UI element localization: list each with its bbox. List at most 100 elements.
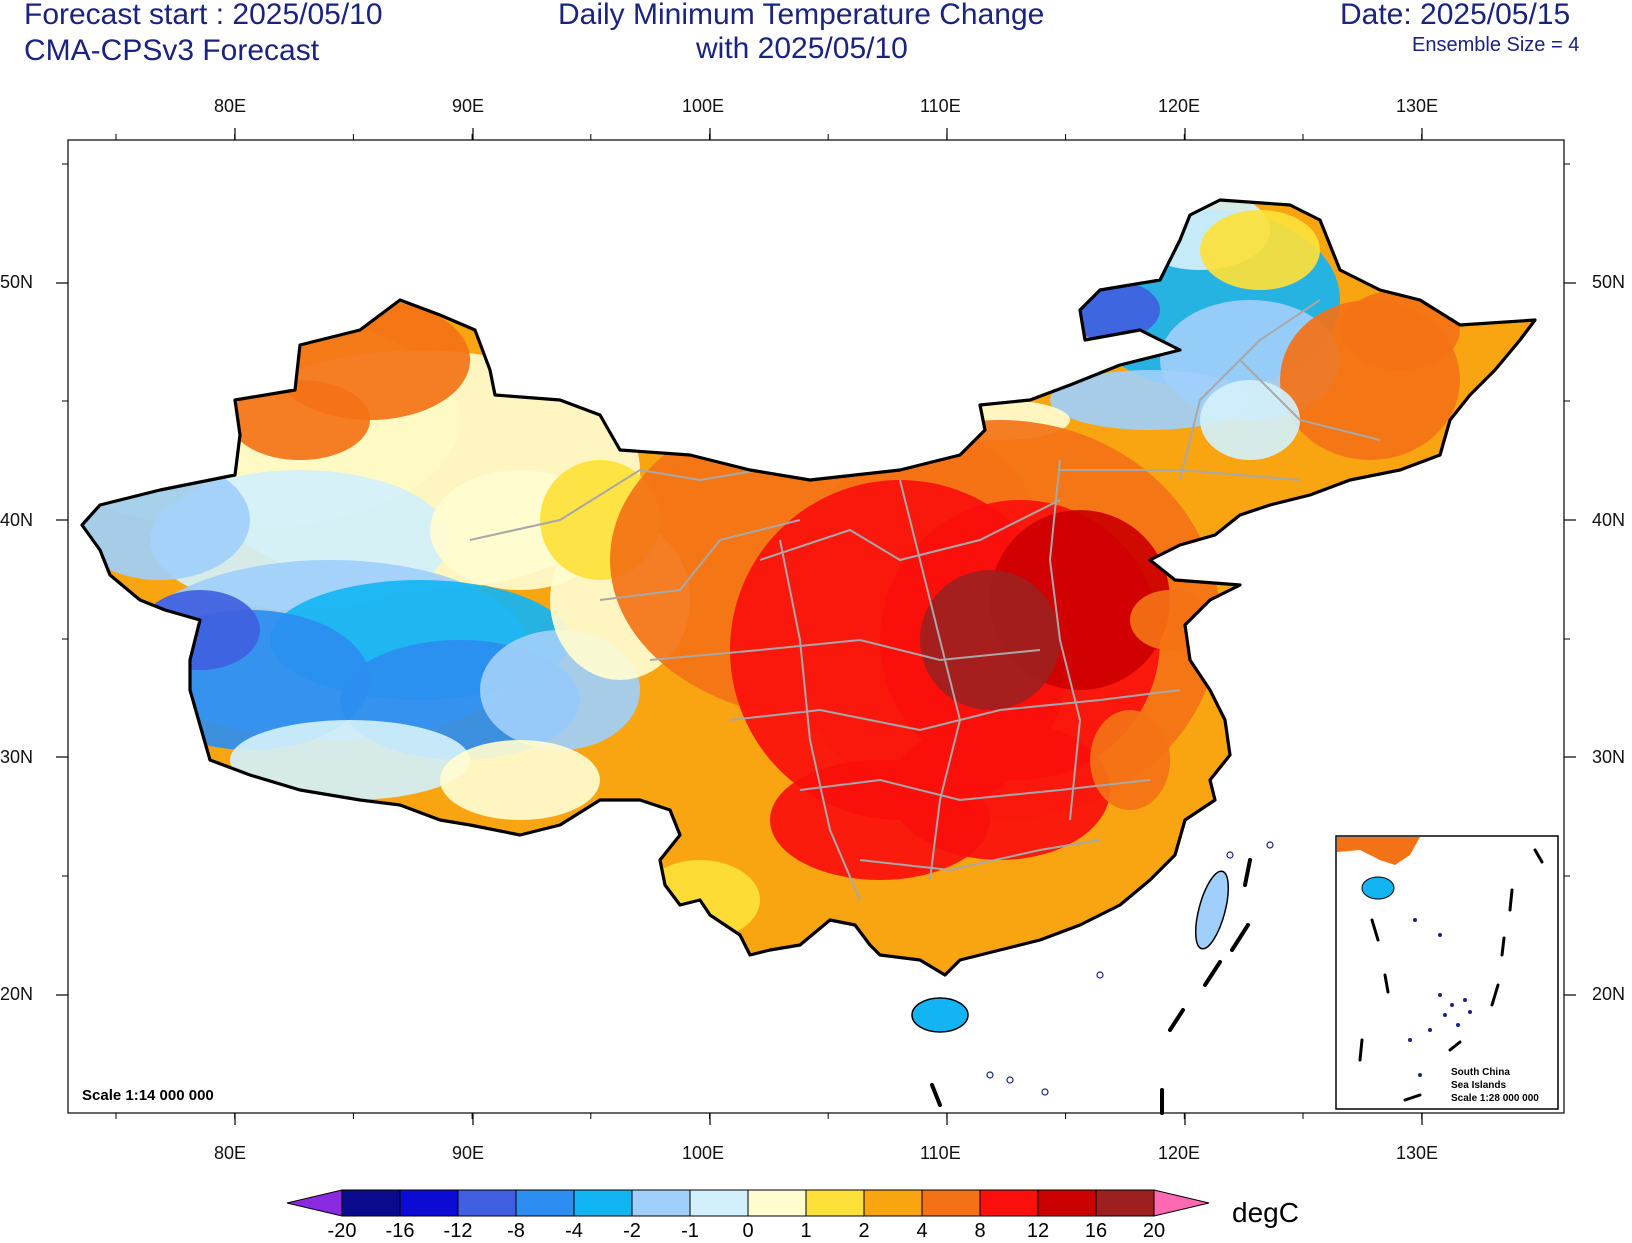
- inset-dash: [1533, 848, 1544, 864]
- colorbar-swatch: [573, 1189, 633, 1217]
- colorbar-tick-label: -20: [327, 1220, 357, 1242]
- lon-label-bottom-110e: 110E: [920, 1143, 961, 1163]
- shade-region: [1340, 290, 1460, 370]
- small-island: [1006, 1076, 1014, 1084]
- inset-island-dot: [1413, 918, 1417, 922]
- colorbar-swatch: [747, 1189, 807, 1217]
- province-boundaries: [469, 299, 1381, 901]
- axis-ticks: [56, 128, 1576, 1125]
- inset-dash: [1500, 936, 1506, 957]
- colorbar-swatch: [515, 1189, 575, 1217]
- map-title: Daily Minimum Temperature Change: [558, 0, 1045, 31]
- colorbar-tick-label: -1: [681, 1220, 699, 1242]
- colorbar-swatch: [921, 1189, 981, 1217]
- inset-island-dot: [1418, 1073, 1422, 1077]
- shade-region: [230, 720, 470, 800]
- colorbar-low-arrow: [286, 1189, 343, 1217]
- province-line: [1179, 299, 1321, 481]
- lon-label-top-80e: 80E: [214, 96, 247, 116]
- shade-region: [1090, 710, 1170, 810]
- lon-label-bottom-130e: 130E: [1396, 1143, 1439, 1163]
- map-subtitle: with 2025/05/10: [696, 32, 908, 65]
- province-line: [649, 638, 1041, 662]
- small-island: [1226, 851, 1234, 859]
- province-line: [779, 539, 861, 901]
- colorbar-swatch: [457, 1189, 517, 1217]
- province-line: [599, 519, 801, 601]
- inset-dash: [1490, 983, 1500, 1007]
- lat-label-right-30n: 30N: [1592, 747, 1626, 767]
- inset-island-dot: [1463, 998, 1467, 1002]
- model-label: CMA-CPSv3 Forecast: [24, 34, 320, 67]
- colorbar-swatch: [1037, 1189, 1097, 1217]
- province-line: [899, 479, 962, 881]
- colorbar-swatch: [631, 1189, 691, 1217]
- small-island: [1096, 971, 1104, 979]
- shade-region: [1200, 380, 1300, 460]
- ensemble-size-label: Ensemble Size = 4: [1412, 34, 1580, 56]
- lon-label-bottom-90e: 90E: [452, 1143, 485, 1163]
- dash-segment: [1203, 960, 1222, 987]
- colorbar-swatch: [689, 1189, 749, 1217]
- province-line: [1060, 469, 1301, 481]
- shade-region: [890, 720, 1110, 860]
- south-china-sea-inset: [1335, 835, 1559, 1110]
- colorbar-tick-label: 12: [1026, 1220, 1050, 1242]
- lat-label-left-40n: 40N: [0, 510, 34, 530]
- inset-island-dot: [1408, 1038, 1412, 1042]
- shade-region: [1200, 210, 1320, 290]
- lon-label-bottom-80e: 80E: [214, 1143, 247, 1163]
- colorbar-tick-label: -12: [443, 1220, 473, 1242]
- colorbar-high-arrow: [1153, 1189, 1210, 1217]
- colorbar-tick-label: -4: [565, 1220, 583, 1242]
- lon-label-top-120e: 120E: [1158, 96, 1201, 116]
- lon-label-bottom-100e: 100E: [682, 1143, 725, 1163]
- inset-island-dot: [1468, 1010, 1472, 1014]
- province-line: [859, 839, 1101, 872]
- colorbar-tick-label: -8: [507, 1220, 525, 1242]
- colorbar-swatch: [399, 1189, 459, 1217]
- shade-region: [440, 740, 600, 820]
- colorbar-tick-label: 20: [1142, 1220, 1166, 1242]
- inset-frame: [1335, 835, 1559, 1110]
- inset-dash: [1383, 973, 1390, 994]
- province-line: [469, 468, 761, 541]
- province-line: [1048, 459, 1082, 821]
- dash-segment: [930, 1083, 942, 1107]
- colorbar-swatch: [1095, 1189, 1155, 1217]
- hainan-island: [911, 997, 969, 1033]
- inset-island-dot: [1456, 1023, 1460, 1027]
- dash-segment: [1230, 923, 1250, 952]
- lat-label-left-30n: 30N: [0, 747, 34, 767]
- map-scale-label: Scale 1:14 000 000: [82, 1087, 214, 1104]
- colorbar-tick-label: -2: [623, 1220, 641, 1242]
- lon-label-top-130e: 130E: [1396, 96, 1439, 116]
- inset-dash: [1403, 1093, 1422, 1102]
- colorbar-tick-label: 0: [742, 1220, 754, 1242]
- colorbar-tick-label: 1: [800, 1220, 812, 1242]
- colorbar: [286, 1189, 1210, 1217]
- taiwan-island: [1194, 870, 1230, 950]
- china-border: [80, 198, 1537, 977]
- inset-island-dot: [1428, 1028, 1432, 1032]
- colorbar-tick-label: -16: [385, 1220, 415, 1242]
- shade-region: [1050, 370, 1250, 430]
- dash-segment: [1168, 1008, 1185, 1032]
- valid-date-label: Date: 2025/05/15: [1340, 0, 1571, 31]
- colorbar-swatch: [341, 1189, 401, 1217]
- colorbar-tick-label: 8: [974, 1220, 986, 1242]
- inset-dash: [1358, 1038, 1364, 1062]
- colorbar-tick-label: 4: [916, 1220, 928, 1242]
- lat-label-right-40n: 40N: [1592, 510, 1626, 530]
- colorbar-tick-label: 16: [1084, 1220, 1108, 1242]
- lon-label-bottom-120e: 120E: [1158, 1143, 1201, 1163]
- inset-island-dot: [1438, 993, 1442, 997]
- small-island: [1041, 1088, 1049, 1096]
- inset-island-dot: [1438, 933, 1442, 937]
- colorbar-unit: degC: [1232, 1197, 1299, 1228]
- china-outline: [80, 198, 1537, 977]
- inset-scale-label: Scale 1:28 000 000: [1451, 1093, 1539, 1104]
- inset-hainan: [1361, 876, 1395, 900]
- dash-segment: [1243, 858, 1252, 887]
